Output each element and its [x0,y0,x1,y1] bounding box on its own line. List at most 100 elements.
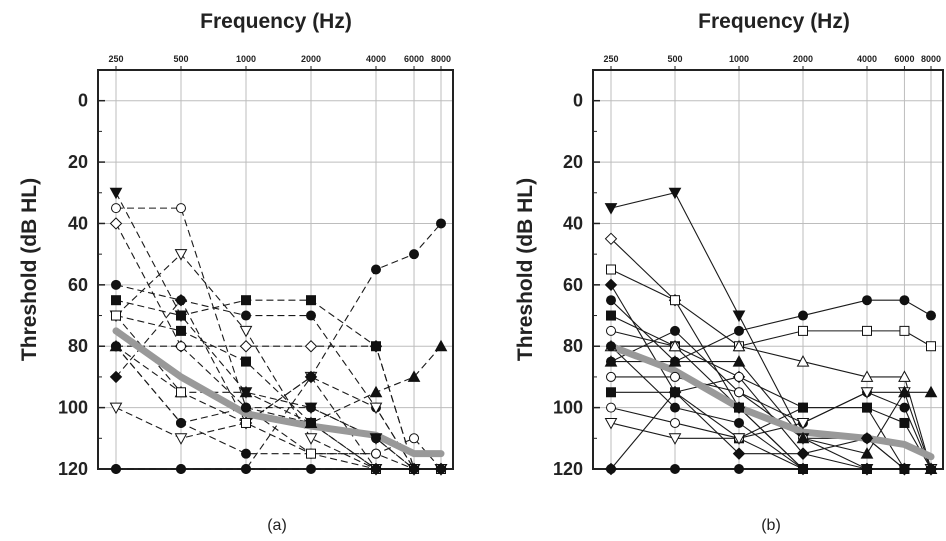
data-point-s7-250 [606,325,616,336]
x-tick-label: 2000 [793,54,813,64]
data-point-s3-6000 [899,325,910,336]
y-tick-label: 120 [553,459,583,479]
data-point-s14-2000 [796,417,810,430]
y-axis-label: Threshold (dB HL) [514,178,537,361]
data-point-s10-250 [606,371,616,382]
plot-frame [97,69,454,470]
data-point-s1-250 [109,187,123,200]
x-tick-label: 500 [173,54,188,64]
data-point-s17-1000 [734,464,744,474]
data-point-s16-500 [668,386,682,399]
x-tick-label: 6000 [404,54,424,64]
data-point-s8-500 [668,339,682,352]
data-point-s15-250 [111,310,121,321]
data-point-s11-4000 [369,402,383,415]
data-point-s5-2000 [798,310,808,321]
data-point-s16-2000 [796,447,810,460]
data-point-s16-500 [176,464,186,474]
data-point-s16-4000 [860,432,874,445]
data-point-s4-2000 [304,433,318,445]
data-point-s17-4000 [862,464,872,474]
chart-panel-a: Frequency (Hz) Threshold (dB HL) (a) 250 500… [18,10,454,534]
data-point-s2-250 [111,203,121,214]
data-point-s12-4000 [371,433,381,444]
plot-frame [592,69,944,470]
data-point-s3-2000 [798,325,808,336]
data-point-s3-1000 [239,340,253,353]
data-point-s15-500 [668,355,682,367]
data-point-s6-250 [606,310,616,321]
data-point-s3-2000 [304,340,318,353]
series-line-3 [610,269,932,347]
y-tick-label: 20 [563,152,583,172]
data-point-s7-1000 [241,356,251,367]
data-point-s12-500 [176,417,186,428]
chart-title: Frequency (Hz) [200,10,352,33]
data-point-s14-250 [604,417,618,430]
data-point-s8-6000 [898,370,911,382]
data-point-s6-500 [176,310,186,321]
data-point-s3-4000 [862,325,872,336]
data-point-s10-250 [109,370,123,384]
data-point-s7-500 [176,325,186,336]
x-tick-label: 250 [603,54,618,64]
data-point-s15-4000 [860,447,874,459]
data-point-s14-8000 [436,218,446,229]
data-point-s9-6000 [409,433,420,444]
data-point-s1-500 [668,187,682,200]
data-point-s9-4000 [371,448,381,459]
data-point-s2-250 [604,232,618,246]
data-point-s12-4000 [862,402,872,413]
data-point-s9-500 [176,341,186,352]
data-point-s15-6000 [898,385,911,398]
data-point-s17-8000 [926,464,936,474]
data-point-s8-4000 [860,370,874,382]
x-tick-label: 8000 [921,54,941,64]
data-point-s15-250 [604,355,618,367]
data-point-s13-2000 [304,416,318,428]
data-point-s6-250 [111,295,121,306]
data-point-s14-500 [668,433,682,445]
data-point-s1-250 [604,203,618,215]
data-point-s11-500 [174,433,188,445]
x-tick-label: 4000 [857,54,877,64]
data-point-s4-1000 [239,325,253,338]
data-point-s14-1000 [732,433,746,445]
data-point-s13-1000 [239,385,253,398]
data-point-s8-2000 [796,355,810,367]
data-point-s5-1000 [734,325,744,336]
data-point-s11-1000 [734,417,744,428]
data-point-s15-1000 [241,417,251,428]
data-point-s11-500 [670,402,680,413]
y-tick-label: 0 [78,91,88,111]
data-point-s13-250 [606,402,616,413]
y-tick-label: 40 [563,213,583,233]
panel-caption: (a) [267,517,287,534]
data-point-s5-250 [606,295,616,306]
data-point-s2-500 [176,203,186,214]
mean-threshold-line [607,342,935,461]
chart-title: Frequency (Hz) [698,10,850,33]
data-point-s12-1000 [241,402,251,413]
y-tick-label: 120 [58,459,88,479]
data-point-s3-250 [606,264,616,275]
data-point-s5-8000 [926,310,936,321]
data-point-s17-500 [670,464,680,474]
data-point-s5-6000 [899,295,910,306]
data-point-s17-250 [606,464,616,474]
x-tick-label: 6000 [894,54,914,64]
data-point-s11-250 [606,341,616,352]
data-point-s13-250 [109,339,123,352]
x-tick-label: 1000 [729,54,749,64]
data-point-s7-1000 [734,371,744,382]
data-point-s16-1000 [732,447,746,460]
data-point-s5-1000 [241,310,251,321]
data-point-s15-2000 [306,448,316,459]
y-tick-label: 20 [68,152,88,172]
data-point-s8-1000 [732,339,746,352]
data-point-s3-500 [670,295,680,306]
y-tick-label: 0 [573,91,583,111]
data-point-s3-250 [109,217,123,230]
data-point-s6-2000 [306,295,316,306]
